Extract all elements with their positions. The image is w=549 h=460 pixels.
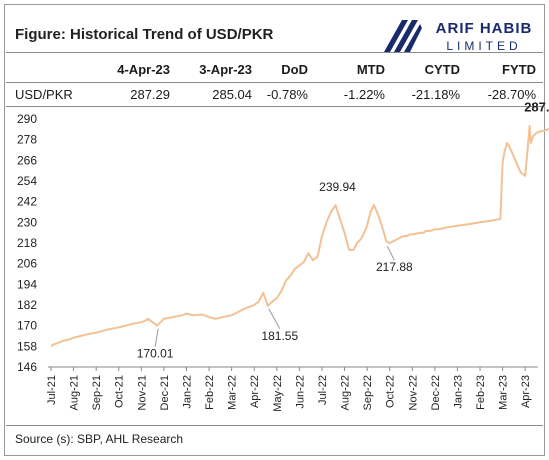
x-tick-label: Dec-22 (430, 375, 442, 410)
y-tick-label: 218 (17, 236, 37, 250)
logo-text-2: LIMITED (446, 39, 521, 53)
data-label: 239.94 (319, 180, 356, 194)
y-tick-label: 254 (17, 174, 37, 188)
value-mtd: -1.22% (343, 87, 385, 102)
x-tick-label: Jan-23 (452, 375, 464, 409)
table-divider (6, 106, 543, 107)
header-dod: DoD (281, 62, 308, 77)
y-tick-label: 206 (17, 257, 37, 271)
series-line-usdpkr (50, 124, 549, 348)
data-label: 287.29 (524, 100, 549, 115)
x-tick-label: Jan-22 (181, 375, 193, 409)
source-note: Source (s): SBP, AHL Research (15, 432, 184, 446)
source-divider (6, 425, 543, 426)
header-date1: 4-Apr-23 (117, 62, 170, 77)
logo-text-1: ARIF HABIB (436, 20, 533, 37)
y-tick-label: 170 (17, 319, 37, 333)
y-tick-label: 230 (17, 215, 37, 229)
x-tick-label: Sep-21 (91, 375, 103, 410)
x-tick-label: Dec-21 (159, 375, 171, 410)
x-tick-label: Sep-22 (362, 375, 374, 410)
x-tick-label: Jul-21 (46, 375, 58, 405)
value-dod: -0.78% (266, 87, 308, 102)
annotation-leader (268, 308, 281, 330)
value-fytd: -28.70% (487, 87, 536, 102)
header-divider (6, 82, 543, 83)
y-tick-label: 194 (17, 277, 37, 291)
x-tick-label: Feb-22 (204, 375, 216, 410)
x-tick-label: Mar-22 (227, 375, 239, 410)
title-divider (6, 52, 543, 53)
x-tick-label: Apr-23 (520, 375, 532, 408)
y-tick-label: 242 (17, 195, 37, 209)
x-tick-label: Aug-21 (69, 375, 81, 410)
y-tick-label: 146 (17, 360, 37, 374)
logo-mark-icon (382, 18, 424, 52)
y-tick-label: 290 (17, 112, 37, 126)
value-date1: 287.29 (130, 87, 170, 102)
y-tick-label: 278 (17, 133, 37, 147)
x-tick-label: Apr-22 (249, 375, 261, 408)
y-tick-label: 158 (17, 339, 37, 353)
y-tick-label: 266 (17, 153, 37, 167)
value-date2: 285.04 (212, 87, 252, 102)
y-tick-label: 182 (17, 298, 37, 312)
row-label: USD/PKR (15, 87, 73, 102)
x-tick-label: Mar-23 (498, 375, 510, 410)
x-tick-label: Oct-22 (385, 375, 397, 408)
x-tick-label: Jul-22 (317, 375, 329, 405)
annotation-leader (154, 328, 159, 347)
header-date2: 3-Apr-23 (199, 62, 252, 77)
header-cytd: CYTD (424, 62, 460, 77)
annotation-leader (386, 245, 395, 261)
company-logo: ARIF HABIB LIMITED (382, 18, 533, 53)
x-tick-label: Feb-23 (475, 375, 487, 410)
value-cytd: -21.18% (411, 87, 460, 102)
data-label: 181.55 (261, 329, 298, 343)
figure-title: Figure: Historical Trend of USD/PKR (15, 26, 274, 43)
x-tick-label: Aug-22 (340, 375, 352, 410)
x-tick-label: Nov-21 (136, 375, 148, 410)
x-tick-label: Nov-22 (407, 375, 419, 410)
x-tick-label: May-22 (272, 375, 284, 412)
data-label: 217.88 (376, 260, 413, 274)
header-fytd: FYTD (502, 62, 536, 77)
data-label: 170.01 (137, 347, 174, 361)
figure-frame (4, 4, 545, 456)
header-mtd: MTD (356, 62, 385, 77)
x-tick-label: Oct-21 (114, 375, 126, 408)
x-tick-label: Jun-22 (294, 375, 306, 409)
